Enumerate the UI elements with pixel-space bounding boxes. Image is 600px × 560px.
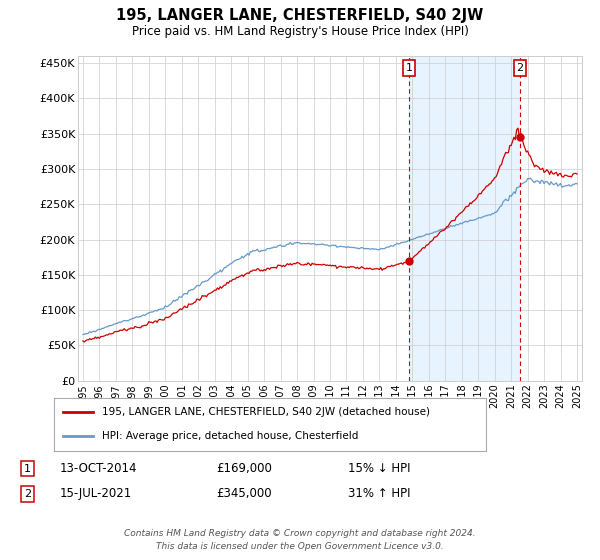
Text: 31% ↑ HPI: 31% ↑ HPI xyxy=(348,487,410,501)
Text: £169,000: £169,000 xyxy=(216,462,272,475)
Text: 1: 1 xyxy=(24,464,31,474)
Text: £345,000: £345,000 xyxy=(216,487,272,501)
Text: 2: 2 xyxy=(517,63,524,73)
Bar xyxy=(409,56,520,381)
Text: 2: 2 xyxy=(24,489,31,499)
Text: 15% ↓ HPI: 15% ↓ HPI xyxy=(348,462,410,475)
Text: HPI: Average price, detached house, Chesterfield: HPI: Average price, detached house, Ches… xyxy=(101,431,358,441)
Text: 195, LANGER LANE, CHESTERFIELD, S40 2JW (detached house): 195, LANGER LANE, CHESTERFIELD, S40 2JW … xyxy=(101,408,430,418)
Text: 13-OCT-2014: 13-OCT-2014 xyxy=(60,462,137,475)
Text: Price paid vs. HM Land Registry's House Price Index (HPI): Price paid vs. HM Land Registry's House … xyxy=(131,25,469,38)
Text: Contains HM Land Registry data © Crown copyright and database right 2024.
This d: Contains HM Land Registry data © Crown c… xyxy=(124,529,476,550)
Text: 1: 1 xyxy=(406,63,412,73)
Text: 195, LANGER LANE, CHESTERFIELD, S40 2JW: 195, LANGER LANE, CHESTERFIELD, S40 2JW xyxy=(116,8,484,24)
Text: 15-JUL-2021: 15-JUL-2021 xyxy=(60,487,132,501)
